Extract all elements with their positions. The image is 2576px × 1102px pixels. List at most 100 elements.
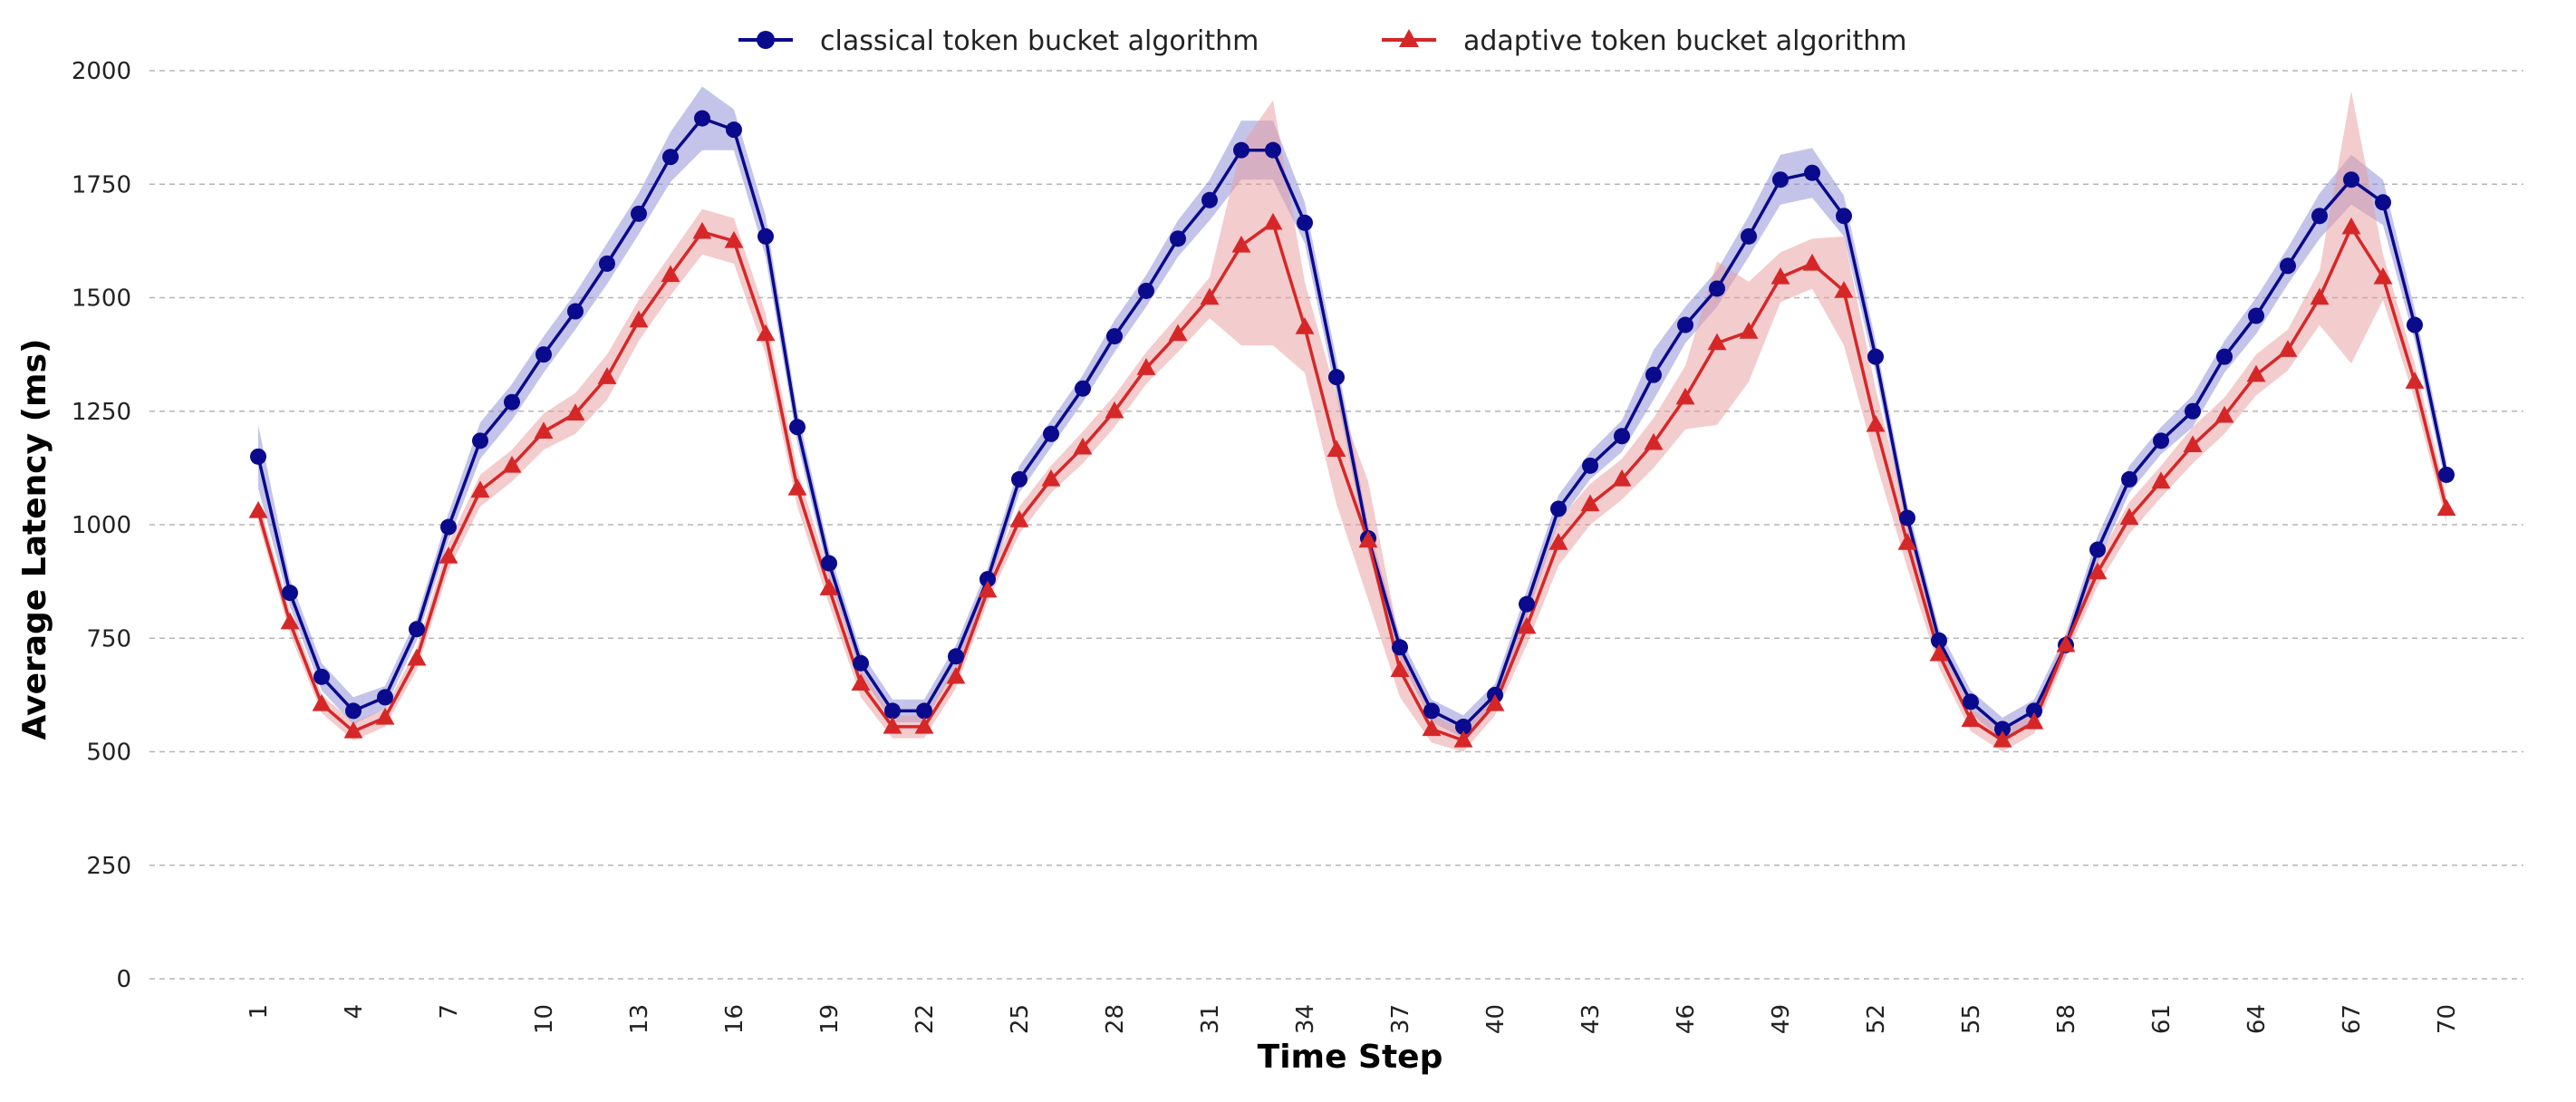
x-tick-label: 25 bbox=[1007, 1004, 1034, 1034]
data-point bbox=[2310, 287, 2330, 305]
data-point bbox=[280, 612, 300, 630]
data-point bbox=[1075, 380, 1091, 397]
y-tick-label: 2000 bbox=[72, 58, 131, 85]
data-point bbox=[1328, 369, 1345, 386]
x-tick-label: 28 bbox=[1102, 1004, 1129, 1034]
data-point bbox=[2278, 340, 2298, 357]
data-point bbox=[757, 227, 774, 245]
data-point bbox=[1582, 457, 1598, 474]
data-point bbox=[726, 121, 742, 139]
x-tick-label: 22 bbox=[912, 1004, 939, 1034]
confidence-band-1 bbox=[258, 91, 2446, 752]
data-point bbox=[2185, 402, 2201, 420]
legend-marker-classical bbox=[757, 31, 775, 49]
x-tick-label: 67 bbox=[2339, 1004, 2366, 1034]
x-tick-label: 7 bbox=[436, 1004, 463, 1020]
data-point bbox=[1265, 141, 1281, 159]
data-point bbox=[1866, 414, 1886, 432]
data-point bbox=[343, 720, 363, 739]
data-point bbox=[250, 448, 266, 465]
data-point bbox=[1931, 632, 1947, 649]
y-axis-title: Average Latency (ms) bbox=[16, 339, 53, 740]
data-point bbox=[1867, 348, 1884, 365]
data-point bbox=[2341, 217, 2361, 235]
x-tick-label: 55 bbox=[1958, 1004, 1985, 1034]
data-point bbox=[2248, 307, 2264, 324]
data-point bbox=[1200, 287, 1220, 305]
data-point bbox=[1233, 141, 1249, 159]
y-tick-label: 1500 bbox=[72, 285, 131, 313]
data-point bbox=[1550, 500, 1567, 517]
data-point bbox=[821, 555, 837, 572]
data-point bbox=[534, 421, 554, 439]
legend-marker-adaptive bbox=[1399, 29, 1419, 47]
x-tick-label: 4 bbox=[341, 1004, 368, 1020]
x-tick-label: 40 bbox=[1482, 1004, 1510, 1034]
x-tick-label: 10 bbox=[531, 1004, 558, 1034]
data-point bbox=[2119, 508, 2139, 526]
data-point bbox=[724, 230, 744, 248]
data-point bbox=[1009, 509, 1029, 527]
data-point bbox=[1645, 366, 1662, 383]
data-point bbox=[694, 110, 710, 127]
data-point bbox=[2026, 702, 2042, 720]
data-point bbox=[502, 455, 522, 473]
data-point bbox=[2153, 432, 2169, 450]
data-point bbox=[1170, 230, 1186, 247]
data-point bbox=[756, 324, 776, 342]
data-point bbox=[1644, 432, 1664, 450]
x-tick-label: 1 bbox=[246, 1004, 273, 1020]
data-point bbox=[1327, 440, 1346, 458]
gridlines bbox=[150, 70, 2523, 980]
x-tick-label: 34 bbox=[1292, 1004, 1319, 1034]
data-point bbox=[314, 668, 330, 685]
data-point bbox=[883, 716, 902, 734]
data-point bbox=[1455, 718, 1471, 735]
y-tick-label: 1250 bbox=[72, 399, 131, 426]
data-point bbox=[2056, 634, 2076, 652]
data-point bbox=[472, 432, 488, 450]
data-point bbox=[1994, 720, 2011, 738]
data-point bbox=[345, 702, 362, 720]
data-point bbox=[629, 310, 649, 328]
series-line-1 bbox=[256, 221, 2448, 742]
data-point bbox=[2405, 372, 2425, 389]
data-point bbox=[2088, 562, 2108, 580]
data-point bbox=[535, 346, 552, 363]
data-point bbox=[1453, 730, 1473, 748]
data-point bbox=[1675, 387, 1695, 405]
data-point bbox=[504, 393, 520, 411]
series-lines bbox=[256, 116, 2448, 742]
data-point bbox=[565, 403, 585, 420]
x-axis-title: Time Step bbox=[1258, 1039, 1443, 1076]
data-point bbox=[2311, 208, 2328, 225]
y-axis-ticks: 0 250 500 750 1000 1250 1500 1750 2000 bbox=[72, 58, 131, 993]
data-point bbox=[2121, 470, 2137, 488]
legend-label-classical: classical token bucket algorithm bbox=[820, 25, 1259, 57]
data-point bbox=[914, 716, 934, 734]
data-point bbox=[1770, 266, 1790, 285]
data-point bbox=[2024, 711, 2044, 730]
legend-label-adaptive: adaptive token bucket algorithm bbox=[1463, 25, 1907, 57]
y-tick-label: 0 bbox=[116, 966, 131, 993]
data-point bbox=[1295, 317, 1315, 334]
data-point bbox=[1580, 494, 1600, 512]
data-point bbox=[1614, 428, 1630, 445]
data-point bbox=[1105, 401, 1124, 419]
x-tick-label: 13 bbox=[626, 1004, 653, 1034]
x-tick-label: 52 bbox=[1863, 1004, 1890, 1034]
y-tick-label: 1750 bbox=[72, 171, 131, 198]
data-point bbox=[1358, 530, 1378, 548]
data-point bbox=[1612, 469, 1632, 487]
data-point bbox=[819, 578, 839, 595]
data-point bbox=[409, 621, 425, 638]
data-point bbox=[1804, 164, 1820, 181]
data-point bbox=[1739, 322, 1759, 339]
confidence-bands bbox=[258, 86, 2446, 752]
data-point bbox=[2436, 498, 2456, 517]
data-point bbox=[916, 702, 932, 720]
data-point bbox=[2151, 471, 2171, 489]
data-point bbox=[1423, 702, 1440, 720]
data-point bbox=[1707, 333, 1727, 351]
